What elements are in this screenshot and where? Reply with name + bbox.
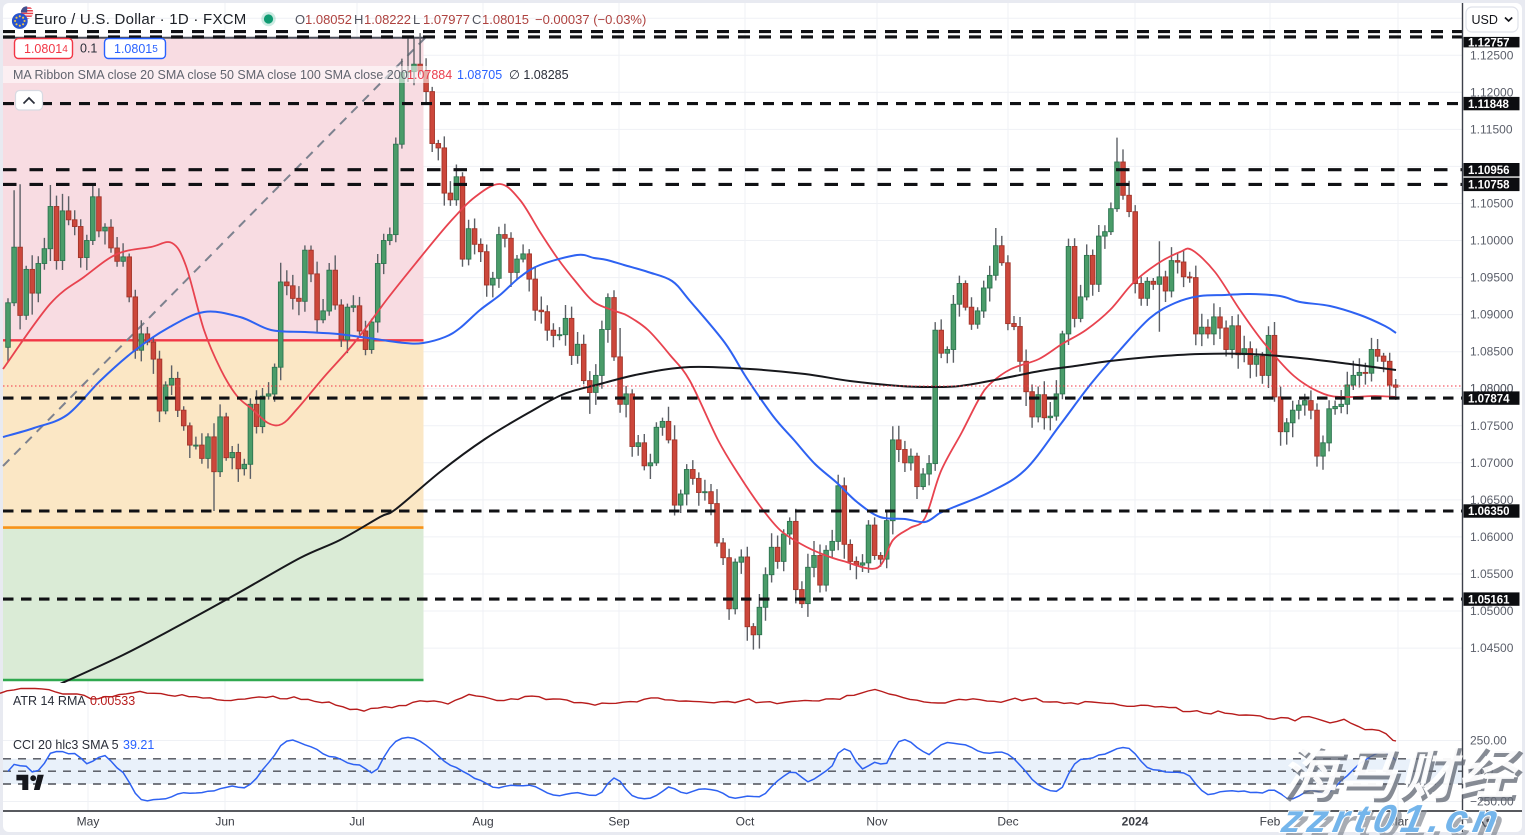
svg-text:1.05500: 1.05500: [1470, 567, 1514, 581]
svg-text:1.06000: 1.06000: [1470, 530, 1514, 544]
svg-text:0.00: 0.00: [1470, 764, 1494, 778]
svg-text:1.08015: 1.08015: [482, 12, 529, 27]
svg-text:1.08052: 1.08052: [305, 12, 352, 27]
svg-text:Jun: Jun: [215, 815, 234, 829]
svg-text:O: O: [295, 12, 305, 27]
svg-text:1.06350: 1.06350: [1468, 506, 1510, 518]
svg-text:1.08500: 1.08500: [1470, 345, 1514, 359]
svg-text:1.12757: 1.12757: [1468, 37, 1510, 49]
svg-text:1.10500: 1.10500: [1470, 197, 1514, 211]
svg-text:1.07874: 1.07874: [1468, 393, 1510, 405]
svg-text:1.09500: 1.09500: [1470, 271, 1514, 285]
svg-text:1.07884: 1.07884: [407, 68, 452, 82]
svg-text:1.11848: 1.11848: [1468, 99, 1510, 111]
svg-text:MA Ribbon SMA close 20 SMA clo: MA Ribbon SMA close 20 SMA close 50 SMA …: [13, 68, 408, 82]
svg-text:Feb: Feb: [1260, 815, 1281, 829]
svg-text:1.07000: 1.07000: [1470, 456, 1514, 470]
svg-text:Oct: Oct: [736, 815, 755, 829]
svg-text:1.10000: 1.10000: [1470, 234, 1514, 248]
svg-text:Jul: Jul: [349, 815, 364, 829]
svg-text:海马财经: 海马财经: [1277, 743, 1525, 806]
svg-text:∅ 1.08285: ∅ 1.08285: [509, 68, 569, 82]
svg-text:H: H: [354, 12, 363, 27]
svg-text:Mar: Mar: [1388, 815, 1409, 829]
svg-text:1.09000: 1.09000: [1470, 308, 1514, 322]
svg-text:1.10956: 1.10956: [1468, 165, 1510, 177]
svg-text:−250.00: −250.00: [1470, 795, 1514, 809]
svg-text:zzrt01.cn: zzrt01.cn: [1282, 802, 1513, 835]
svg-text:CCI 20 hlc3 SMA 5: CCI 20 hlc3 SMA 5: [13, 738, 119, 752]
svg-text:Nov: Nov: [866, 815, 887, 829]
svg-text:39.21: 39.21: [123, 738, 154, 752]
svg-text:May: May: [77, 815, 100, 829]
svg-text:USD: USD: [1472, 13, 1498, 27]
svg-text:1.07977: 1.07977: [423, 12, 470, 27]
svg-text:Sep: Sep: [608, 815, 630, 829]
svg-text:海马财经: 海马财经: [1280, 747, 1525, 810]
svg-text:1.07500: 1.07500: [1470, 419, 1514, 433]
svg-text:1.05000: 1.05000: [1470, 604, 1514, 618]
svg-text:C: C: [472, 12, 481, 27]
svg-text:1.08014: 1.08014: [24, 42, 68, 56]
svg-text:1.11500: 1.11500: [1470, 122, 1513, 136]
svg-text:Euro / U.S. Dollar · 1D · FXCM: Euro / U.S. Dollar · 1D · FXCM: [34, 11, 247, 28]
svg-text:1.12000: 1.12000: [1470, 85, 1514, 99]
svg-text:0.1: 0.1: [80, 42, 97, 56]
svg-text:1.08015: 1.08015: [114, 42, 158, 56]
svg-text:1.08222: 1.08222: [364, 12, 411, 27]
svg-text:−0.00037 (−0.03%): −0.00037 (−0.03%): [535, 12, 646, 27]
svg-text:2024: 2024: [1122, 815, 1149, 829]
svg-text:250.00: 250.00: [1470, 734, 1507, 748]
svg-text:0.00533: 0.00533: [90, 694, 135, 708]
svg-text:1.06500: 1.06500: [1470, 493, 1514, 507]
svg-text:1.12500: 1.12500: [1470, 48, 1514, 62]
svg-text:1.05161: 1.05161: [1468, 594, 1510, 606]
svg-text:1.04500: 1.04500: [1470, 641, 1514, 655]
svg-text:Dec: Dec: [997, 815, 1018, 829]
svg-text:zzrt01.cn: zzrt01.cn: [1277, 797, 1508, 835]
svg-text:ATR 14 RMA: ATR 14 RMA: [13, 694, 86, 708]
svg-text:1.10758: 1.10758: [1468, 180, 1510, 192]
svg-text:Aug: Aug: [472, 815, 493, 829]
svg-text:L: L: [413, 12, 420, 27]
svg-text:1.08705: 1.08705: [457, 68, 502, 82]
